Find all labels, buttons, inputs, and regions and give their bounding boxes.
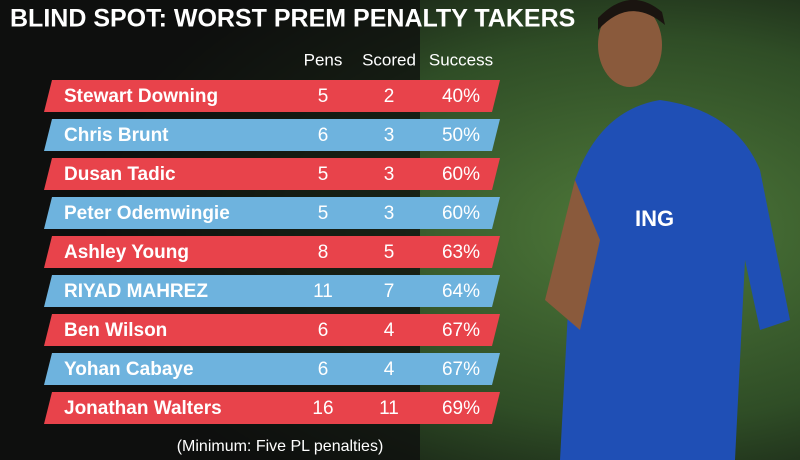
cell: 60% xyxy=(442,164,480,185)
cell: 7 xyxy=(384,281,395,302)
row-band xyxy=(44,197,500,229)
row-band xyxy=(44,158,500,190)
sponsor: ING xyxy=(635,206,674,231)
cell: 3 xyxy=(384,125,395,146)
cell: 50% xyxy=(442,125,480,146)
shade xyxy=(0,0,420,460)
hair xyxy=(598,0,665,30)
row-band xyxy=(44,314,500,346)
player-name: Stewart Downing xyxy=(64,86,218,107)
player-name: Chris Brunt xyxy=(64,125,169,146)
cell: 6 xyxy=(318,359,329,380)
column-header: Success xyxy=(429,50,493,69)
cell: 64% xyxy=(442,281,480,302)
jersey xyxy=(560,100,790,460)
cell: 11 xyxy=(379,398,399,419)
row-band xyxy=(44,80,500,112)
cell: 5 xyxy=(318,164,329,185)
column-header: Scored xyxy=(362,50,416,69)
head xyxy=(598,3,662,87)
row-band xyxy=(44,353,500,385)
cell: 67% xyxy=(442,320,480,341)
table: Pens Scored Success Stewart Downing 5 2 40% Chr… xyxy=(44,50,500,424)
player-name: Ben Wilson xyxy=(64,320,167,341)
cell: 40% xyxy=(442,86,480,107)
cell: 2 xyxy=(384,86,395,107)
player-name: Dusan Tadic xyxy=(64,164,176,185)
cell: 4 xyxy=(384,320,395,341)
footnote: (Minimum: Five PL penalties) xyxy=(177,438,384,455)
cell: 5 xyxy=(318,86,329,107)
cell: 3 xyxy=(384,203,395,224)
cell: 67% xyxy=(442,359,480,380)
player: ING xyxy=(545,0,790,460)
row-band xyxy=(44,236,500,268)
cell: 6 xyxy=(318,125,329,146)
cell: 63% xyxy=(442,242,480,263)
cell: 11 xyxy=(313,281,333,302)
row-band xyxy=(44,119,500,151)
cell: 5 xyxy=(384,242,395,263)
cell: 16 xyxy=(312,398,333,419)
cell: 60% xyxy=(442,203,480,224)
title: BLIND SPOT: WORST PREM PENALTY TAKERS xyxy=(10,5,575,33)
arm xyxy=(545,180,600,330)
player-name: Jonathan Walters xyxy=(64,398,222,419)
player-name: Yohan Cabaye xyxy=(64,359,194,380)
column-header: Pens xyxy=(304,50,343,69)
player-name: Peter Odemwingie xyxy=(64,203,230,224)
player-name: Ashley Young xyxy=(64,242,189,263)
row-band xyxy=(44,275,500,307)
cell: 8 xyxy=(318,242,329,263)
row-band xyxy=(44,392,500,424)
player-name: RIYAD MAHREZ xyxy=(64,281,208,302)
cell: 3 xyxy=(384,164,395,185)
cell: 5 xyxy=(318,203,329,224)
cell: 6 xyxy=(318,320,329,341)
cell: 4 xyxy=(384,359,395,380)
cell: 69% xyxy=(442,398,480,419)
